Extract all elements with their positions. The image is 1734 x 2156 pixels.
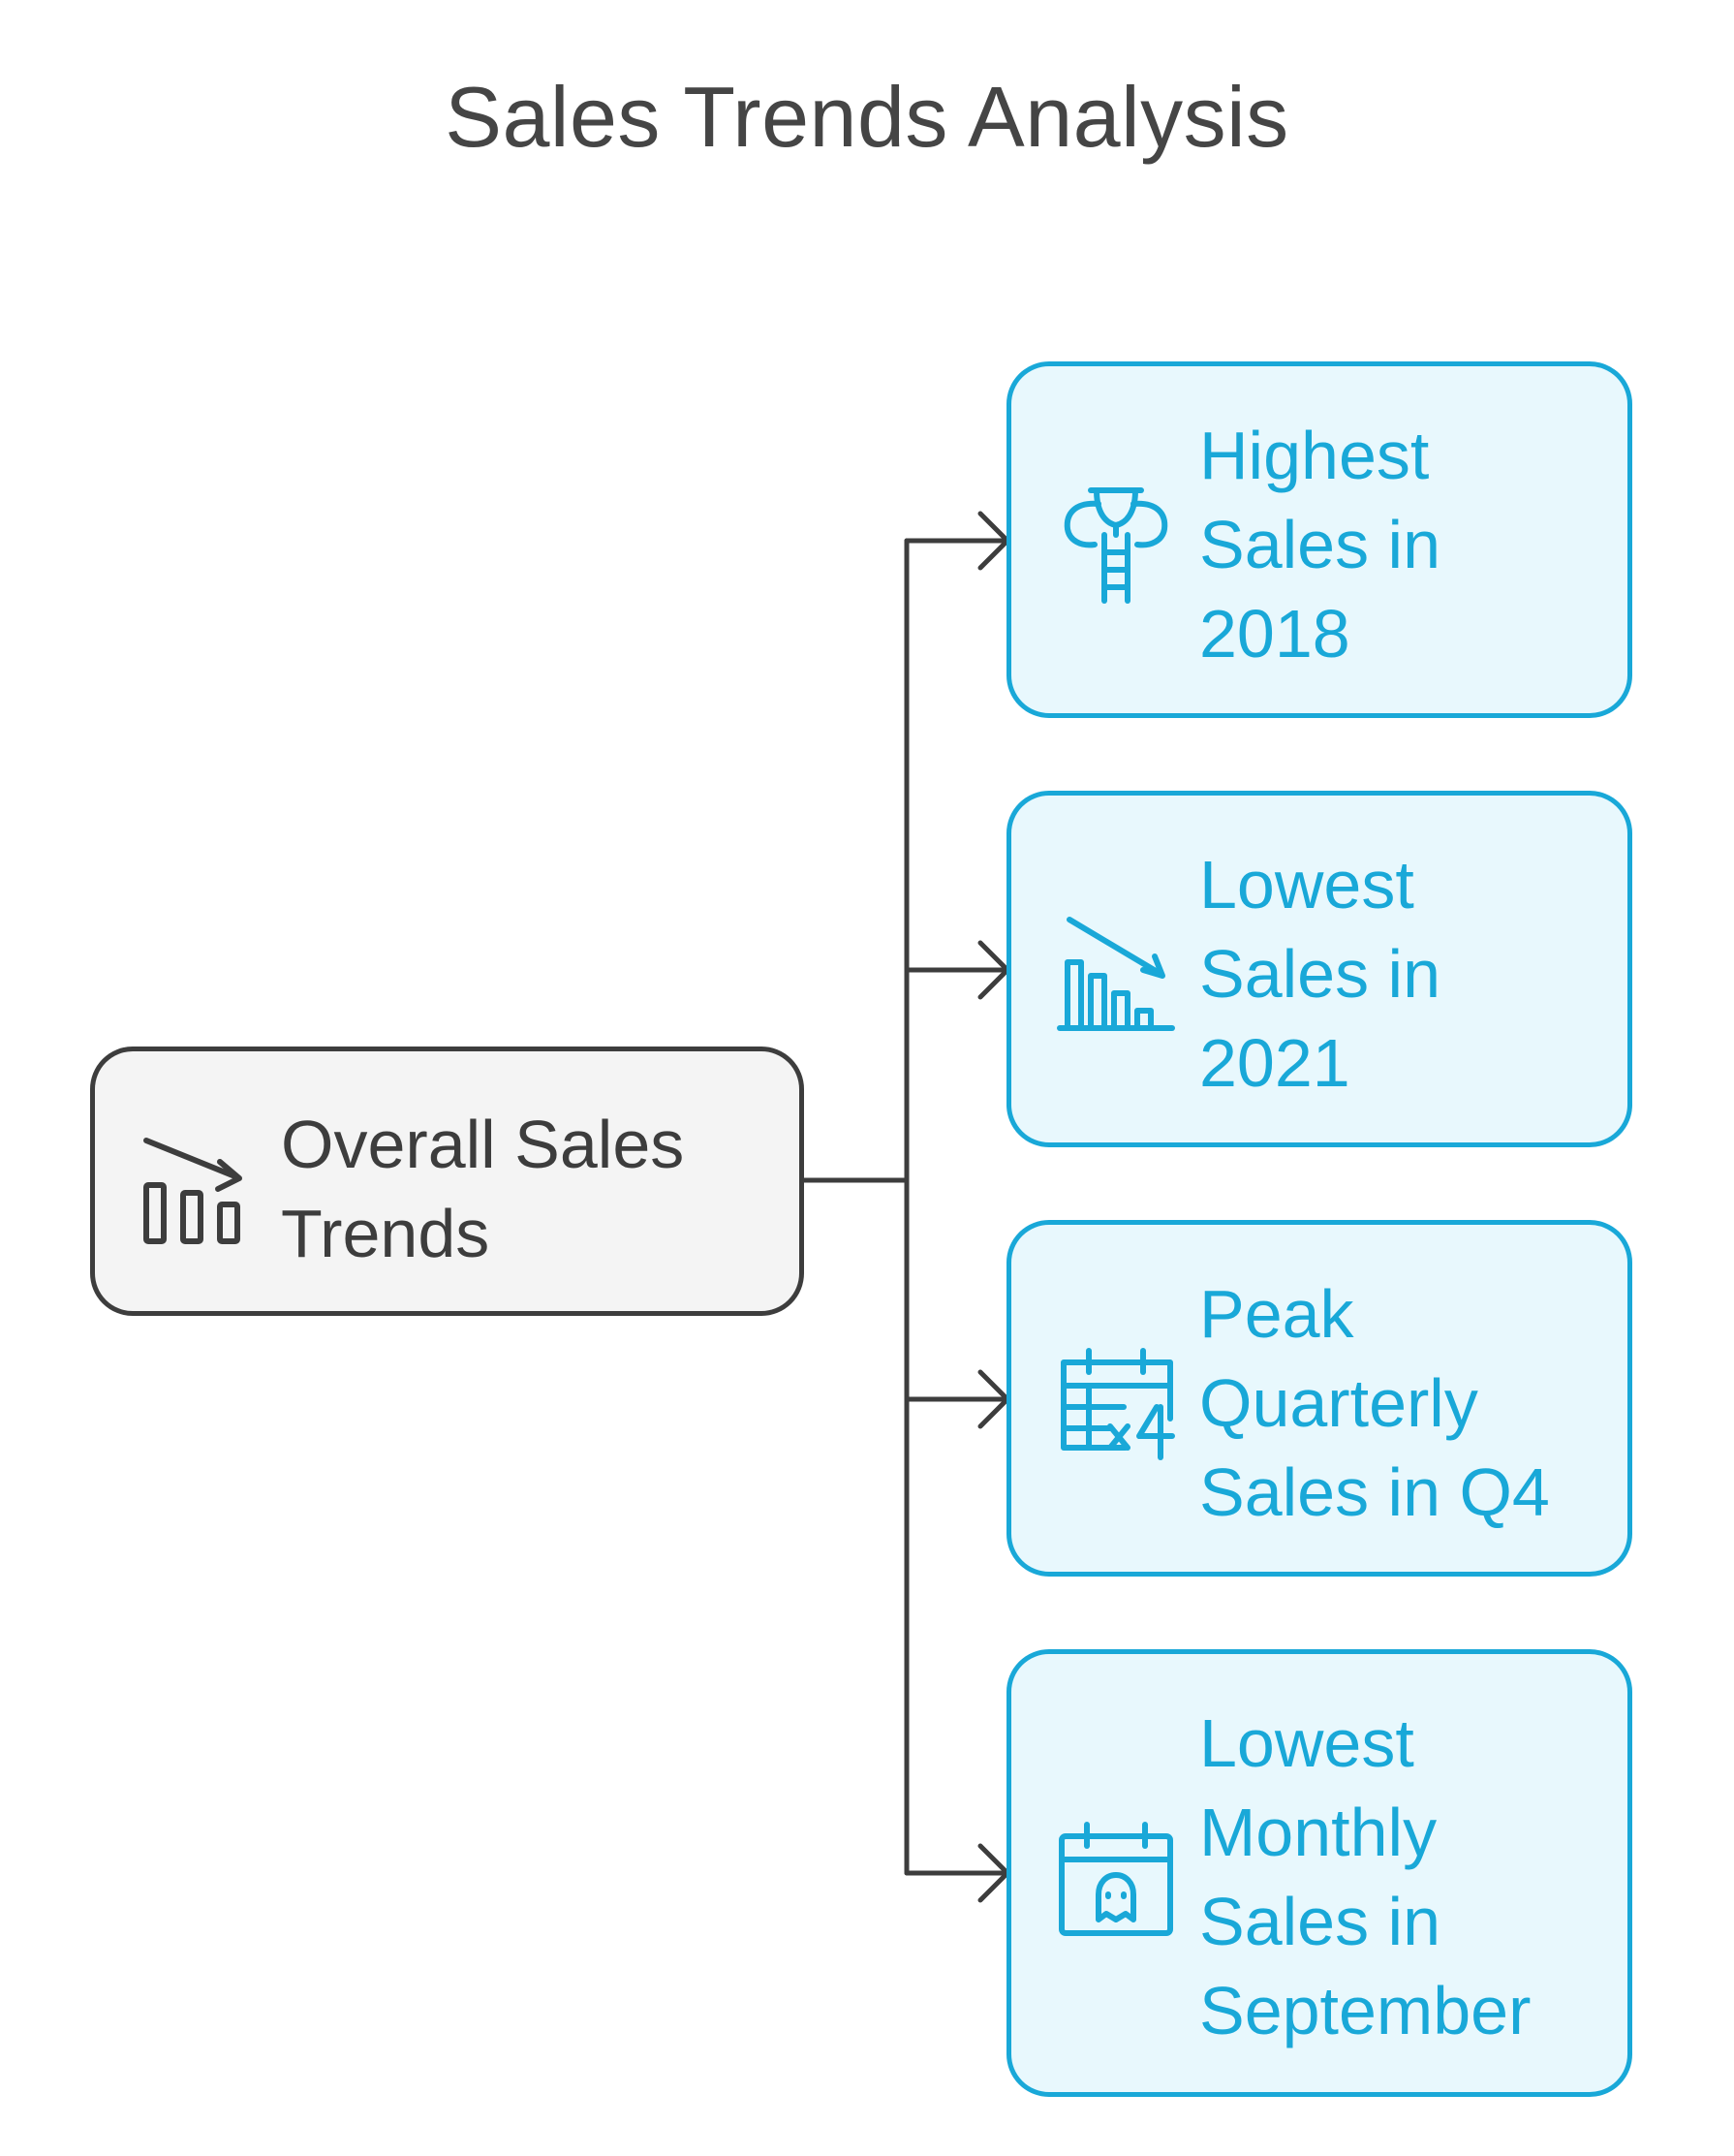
child-label-line: Sales in <box>1199 936 1441 1012</box>
child-node-label: Lowest Monthly Sales in September <box>1199 1699 1616 2055</box>
root-node-label: Overall Sales Trends <box>281 1100 785 1278</box>
child-node-lowest-monthly-september[interactable]: Lowest Monthly Sales in September <box>1006 1649 1632 2097</box>
child-label-line: Sales in <box>1199 1884 1441 1959</box>
child-node-highest-sales-2018[interactable]: Highest Sales in 2018 <box>1006 361 1632 718</box>
calendar-times-four-icon <box>1061 1348 1175 1460</box>
declining-bar-chart-icon <box>1057 917 1175 1031</box>
child-label-line: Lowest <box>1199 847 1414 922</box>
diagram-title: Sales Trends Analysis <box>445 69 1289 165</box>
root-label-line: Overall Sales <box>281 1107 685 1182</box>
child-label-line: 2021 <box>1199 1025 1350 1101</box>
child-label-line: Peak <box>1199 1276 1354 1352</box>
child-label-line: Monthly <box>1199 1795 1438 1870</box>
calendar-ghost-icon <box>1059 1822 1173 1936</box>
declining-bar-chart-icon <box>143 1138 242 1244</box>
child-node-label: Highest Sales in 2018 <box>1199 411 1616 678</box>
child-label-line: Sales in Q4 <box>1199 1454 1550 1530</box>
child-node-label: Peak Quarterly Sales in Q4 <box>1199 1269 1616 1537</box>
child-label-line: September <box>1199 1973 1532 2048</box>
child-node-label: Lowest Sales in 2021 <box>1199 840 1616 1108</box>
root-node-overall-sales-trends[interactable]: Overall Sales Trends <box>90 1047 804 1316</box>
child-label-line: Highest <box>1199 418 1430 493</box>
child-label-line: Quarterly <box>1199 1365 1478 1441</box>
child-label-line: 2018 <box>1199 596 1350 672</box>
trophy-ladder-icon <box>1064 487 1168 604</box>
child-label-line: Sales in <box>1199 507 1441 582</box>
child-label-line: Lowest <box>1199 1705 1414 1781</box>
root-label-line: Trends <box>281 1196 490 1271</box>
child-node-peak-quarterly-q4[interactable]: Peak Quarterly Sales in Q4 <box>1006 1220 1632 1577</box>
child-node-lowest-sales-2021[interactable]: Lowest Sales in 2021 <box>1006 791 1632 1147</box>
